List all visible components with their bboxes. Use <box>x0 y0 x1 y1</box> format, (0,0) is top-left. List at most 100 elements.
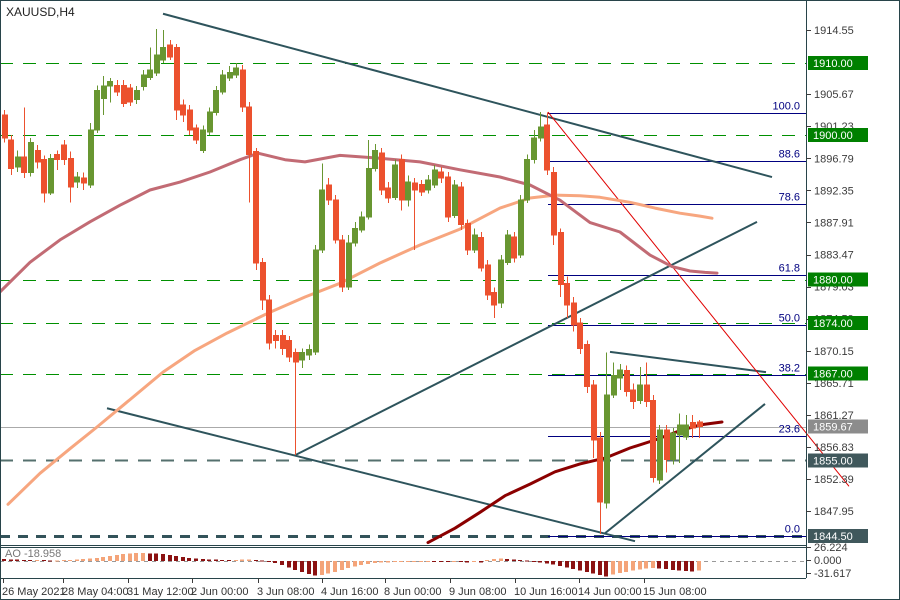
candle-body <box>180 104 186 116</box>
ao-histogram-bar <box>472 561 476 563</box>
ao-histogram-bar <box>551 561 555 565</box>
candle-body <box>445 176 451 218</box>
candle-body <box>624 370 630 393</box>
ao-histogram-bar <box>313 561 317 576</box>
trendlines-group <box>0 12 850 545</box>
ao-histogram-bar <box>187 557 191 561</box>
ao-histogram-bar <box>141 553 145 561</box>
ao-histogram-bar <box>168 555 172 561</box>
ao-histogram-bar <box>386 561 390 563</box>
candle-body <box>524 159 530 201</box>
ao-histogram-bar <box>412 561 416 562</box>
fib-level-label: 61.8 <box>779 263 800 275</box>
candle-body <box>591 384 597 441</box>
candle-body <box>293 352 299 363</box>
ao-histogram-bar <box>565 561 569 568</box>
ao-histogram-bar <box>214 559 218 561</box>
ao-histogram-bar <box>697 561 701 571</box>
price-axis-label: 1883.47 <box>814 250 854 262</box>
ao-histogram-bar <box>254 559 258 561</box>
price-axis-label: 1870.15 <box>814 346 854 358</box>
time-axis-label: 31 May 12:00 <box>127 586 194 598</box>
ao-histogram-bar <box>28 560 32 562</box>
time-axis-label: 3 Jun 08:00 <box>257 586 315 598</box>
candle-body <box>359 216 365 231</box>
candle-body <box>266 299 272 344</box>
candle-body <box>127 87 133 103</box>
trendline[interactable] <box>609 350 767 374</box>
fib-level-label: 38.2 <box>779 363 800 375</box>
candle-body <box>379 152 385 191</box>
candle-body <box>141 74 147 88</box>
price-badge-label: 1855.00 <box>813 455 853 467</box>
ao-histogram-bar <box>148 553 152 561</box>
price-badge-label: 1859.67 <box>813 422 853 434</box>
trendline[interactable] <box>162 12 773 179</box>
candle-body <box>511 236 517 259</box>
candle-body <box>273 334 279 341</box>
time-axis-label: 10 Jun 16:00 <box>514 586 578 598</box>
trendline[interactable] <box>294 220 758 457</box>
price-axis-label: 1892.35 <box>814 185 854 197</box>
ao-axis-label: -31.617 <box>814 568 851 580</box>
ao-histogram-bar <box>353 561 357 567</box>
ao-histogram-bar <box>677 561 681 571</box>
candle-body <box>604 394 610 504</box>
ao-histogram-bar <box>426 561 430 562</box>
ao-axis-label: 26.224 <box>814 542 848 554</box>
ao-histogram-bar <box>359 561 363 565</box>
candle-body <box>412 182 418 191</box>
trendline[interactable] <box>604 403 766 535</box>
candle-body <box>432 169 438 186</box>
trendline[interactable] <box>106 407 636 543</box>
candle-body <box>664 429 670 461</box>
ao-histogram-bar <box>2 559 6 561</box>
ao-histogram-bar <box>578 561 582 571</box>
ao-histogram-bar <box>571 561 575 569</box>
ao-histogram-bar <box>585 561 589 573</box>
price-axis-label: 1861.27 <box>814 410 854 422</box>
candle-body <box>392 164 398 198</box>
ao-histogram-bar <box>684 561 688 572</box>
ao-histogram-bar <box>532 560 536 562</box>
ao-histogram-bar <box>240 559 244 561</box>
candle-body <box>650 399 656 479</box>
candle-body <box>147 69 153 78</box>
ao-histogram-bar <box>499 558 503 561</box>
ao-histogram-bar <box>22 559 26 561</box>
candle-body <box>690 422 696 429</box>
descending-ray-line[interactable] <box>547 111 850 487</box>
fib-level-label: 88.6 <box>779 149 800 161</box>
ao-histogram-bar <box>48 560 52 562</box>
candle-body <box>498 259 504 304</box>
ao-histogram-bar <box>267 561 271 562</box>
price-badge-label: 1880.00 <box>813 275 853 287</box>
candle-body <box>385 187 391 199</box>
candle-body <box>114 84 120 93</box>
ao-histogram-bar <box>121 554 125 561</box>
ao-histogram-bar <box>81 559 85 561</box>
ao-histogram-bar <box>340 561 344 570</box>
candle-body <box>405 181 411 201</box>
candle-body <box>280 334 286 349</box>
candle-body <box>425 179 431 191</box>
ao-histogram-bar <box>452 561 456 562</box>
price-badge <box>808 366 868 381</box>
candle-body <box>240 69 246 108</box>
ao-histogram-bar <box>432 561 436 562</box>
ao-histogram-bar <box>134 553 138 561</box>
price-badge-label: 1844.50 <box>813 531 853 543</box>
ao-histogram-bar <box>690 561 694 572</box>
candle-body <box>697 421 703 428</box>
candle-body <box>15 156 21 168</box>
candle-body <box>339 239 345 288</box>
candle-body <box>200 129 206 151</box>
candle-body <box>187 109 193 131</box>
candle-body <box>637 384 643 401</box>
ao-histogram-bar <box>220 559 224 561</box>
ao-histogram-bar <box>611 561 615 575</box>
price-badge <box>808 453 868 468</box>
candle-body <box>41 159 47 194</box>
